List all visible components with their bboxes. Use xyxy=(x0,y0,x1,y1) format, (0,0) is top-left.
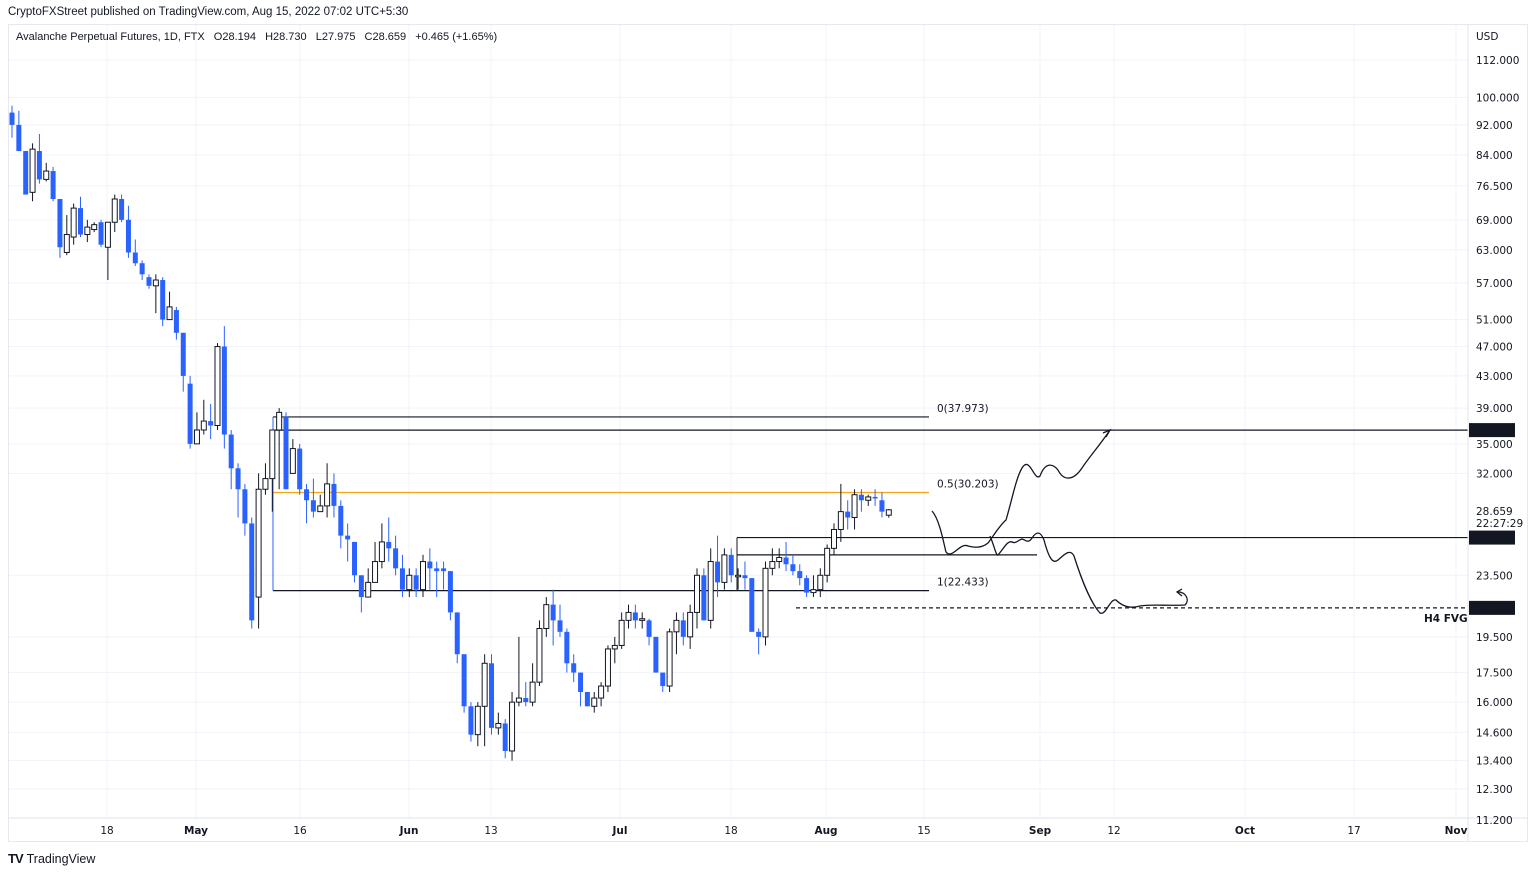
svg-text:100.000: 100.000 xyxy=(1476,92,1519,104)
svg-text:26.345: 26.345 xyxy=(1474,533,1515,545)
svg-text:13.400: 13.400 xyxy=(1476,756,1513,768)
currency-label: USD xyxy=(1476,31,1498,43)
svg-text:12: 12 xyxy=(1107,825,1120,837)
svg-text:Aug: Aug xyxy=(814,825,837,837)
svg-text:84.000: 84.000 xyxy=(1476,150,1513,162)
svg-text:39.000: 39.000 xyxy=(1476,403,1513,415)
svg-text:28.659: 28.659 xyxy=(1476,506,1513,518)
svg-text:21.291: 21.291 xyxy=(1474,603,1515,615)
publisher-line: CryptoFXStreet published on TradingView.… xyxy=(8,6,409,18)
svg-text:51.000: 51.000 xyxy=(1476,315,1513,327)
svg-text:63.000: 63.000 xyxy=(1476,245,1513,257)
svg-text:0.5(30.203): 0.5(30.203) xyxy=(937,478,999,490)
symbol-legend: Avalanche Perpetual Futures, 1D, FTX O28… xyxy=(16,31,503,43)
svg-text:H4 FVG: H4 FVG xyxy=(1424,613,1468,625)
svg-text:92.000: 92.000 xyxy=(1476,120,1513,132)
svg-text:76.500: 76.500 xyxy=(1476,181,1513,193)
svg-text:17: 17 xyxy=(1347,825,1360,837)
svg-text:57.000: 57.000 xyxy=(1476,278,1513,290)
svg-text:36.488: 36.488 xyxy=(1474,425,1515,437)
svg-text:69.000: 69.000 xyxy=(1476,215,1513,227)
svg-text:47.000: 47.000 xyxy=(1476,342,1513,354)
candles xyxy=(9,105,892,761)
svg-text:Oct: Oct xyxy=(1235,825,1255,837)
svg-text:18: 18 xyxy=(100,825,113,837)
tradingview-brand: TradingView xyxy=(26,851,96,866)
tradingview-logo-icon: TV xyxy=(8,851,24,866)
svg-text:15: 15 xyxy=(917,825,930,837)
svg-text:May: May xyxy=(184,825,208,837)
ohlc-high: H28.730 xyxy=(265,31,307,43)
svg-text:14.600: 14.600 xyxy=(1476,727,1513,739)
projection-paths xyxy=(931,428,1188,614)
svg-text:32.000: 32.000 xyxy=(1476,468,1513,480)
level-lines: 0(37.973) 0.5(30.203) 1(22.433) H4 FVG xyxy=(272,403,1468,625)
ohlc-open: O28.194 xyxy=(213,31,256,43)
axes: USD 112.000 100.000 92.000 84.000 76.500 69.00… xyxy=(9,25,1528,842)
svg-text:Sep: Sep xyxy=(1029,825,1052,837)
svg-text:43.000: 43.000 xyxy=(1476,371,1513,383)
grid-lines xyxy=(9,25,1468,818)
ohlc-close: C28.659 xyxy=(364,31,407,43)
svg-text:19.500: 19.500 xyxy=(1476,632,1513,644)
svg-text:18: 18 xyxy=(724,825,737,837)
svg-text:112.000: 112.000 xyxy=(1476,55,1519,67)
svg-text:Jul: Jul xyxy=(612,825,628,837)
ohlc-low: L27.975 xyxy=(315,31,356,43)
svg-text:16.000: 16.000 xyxy=(1476,697,1513,709)
svg-text:1(22.433): 1(22.433) xyxy=(937,577,989,589)
svg-text:16: 16 xyxy=(293,825,307,837)
svg-text:11.200: 11.200 xyxy=(1476,815,1513,827)
svg-text:Jun: Jun xyxy=(399,825,419,837)
tradingview-logo[interactable]: TV TradingView xyxy=(8,851,95,866)
svg-text:0(37.973): 0(37.973) xyxy=(937,403,989,415)
svg-text:17.500: 17.500 xyxy=(1476,668,1513,680)
ohlc-change: +0.465 (+1.65%) xyxy=(415,31,498,43)
svg-text:22:27:29: 22:27:29 xyxy=(1476,518,1523,530)
svg-text:23.500: 23.500 xyxy=(1476,570,1513,582)
symbol-name: Avalanche Perpetual Futures, 1D, FTX xyxy=(16,31,205,43)
chart-frame xyxy=(8,24,1528,842)
svg-text:13: 13 xyxy=(484,825,497,837)
svg-text:35.000: 35.000 xyxy=(1476,439,1513,451)
svg-text:12.300: 12.300 xyxy=(1476,784,1513,796)
svg-text:Nov: Nov xyxy=(1445,825,1468,837)
